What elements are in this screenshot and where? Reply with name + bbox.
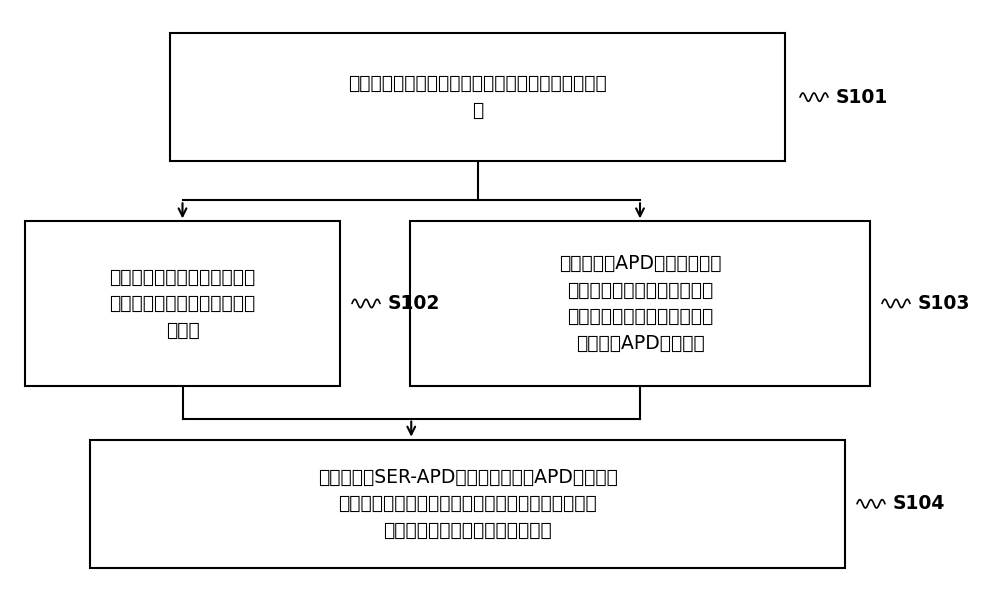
Text: S104: S104 — [893, 495, 945, 513]
Text: S101: S101 — [836, 88, 888, 106]
Bar — [90, 440, 845, 568]
Text: S103: S103 — [918, 294, 970, 313]
Text: S102: S102 — [388, 294, 440, 313]
Text: 利用预设的SER-APD模型、至少一个APD统计结果
和至少一个有用网络信号强度值，确定该待测节点在
所述预设测量时间段内的干扰性能: 利用预设的SER-APD模型、至少一个APD统计结果 和至少一个有用网络信号强度… — [318, 468, 617, 540]
Text: 利用预设的APD测量方式，获
得待测节点在该预设测量时间
段内的网络干扰信号所对应的
至少一个APD统计结果: 利用预设的APD测量方式，获 得待测节点在该预设测量时间 段内的网络干扰信号所对… — [559, 254, 721, 353]
Text: 确定待测节点在预设测量时间
段内的至少一个有用网络信号
强度值: 确定待测节点在预设测量时间 段内的至少一个有用网络信号 强度值 — [109, 267, 256, 340]
Bar — [25, 221, 340, 386]
Text: 从无线传感器网络中的多个传感器节点中确定待测节
点: 从无线传感器网络中的多个传感器节点中确定待测节 点 — [348, 74, 607, 120]
Bar — [410, 221, 870, 386]
Bar — [170, 33, 785, 161]
